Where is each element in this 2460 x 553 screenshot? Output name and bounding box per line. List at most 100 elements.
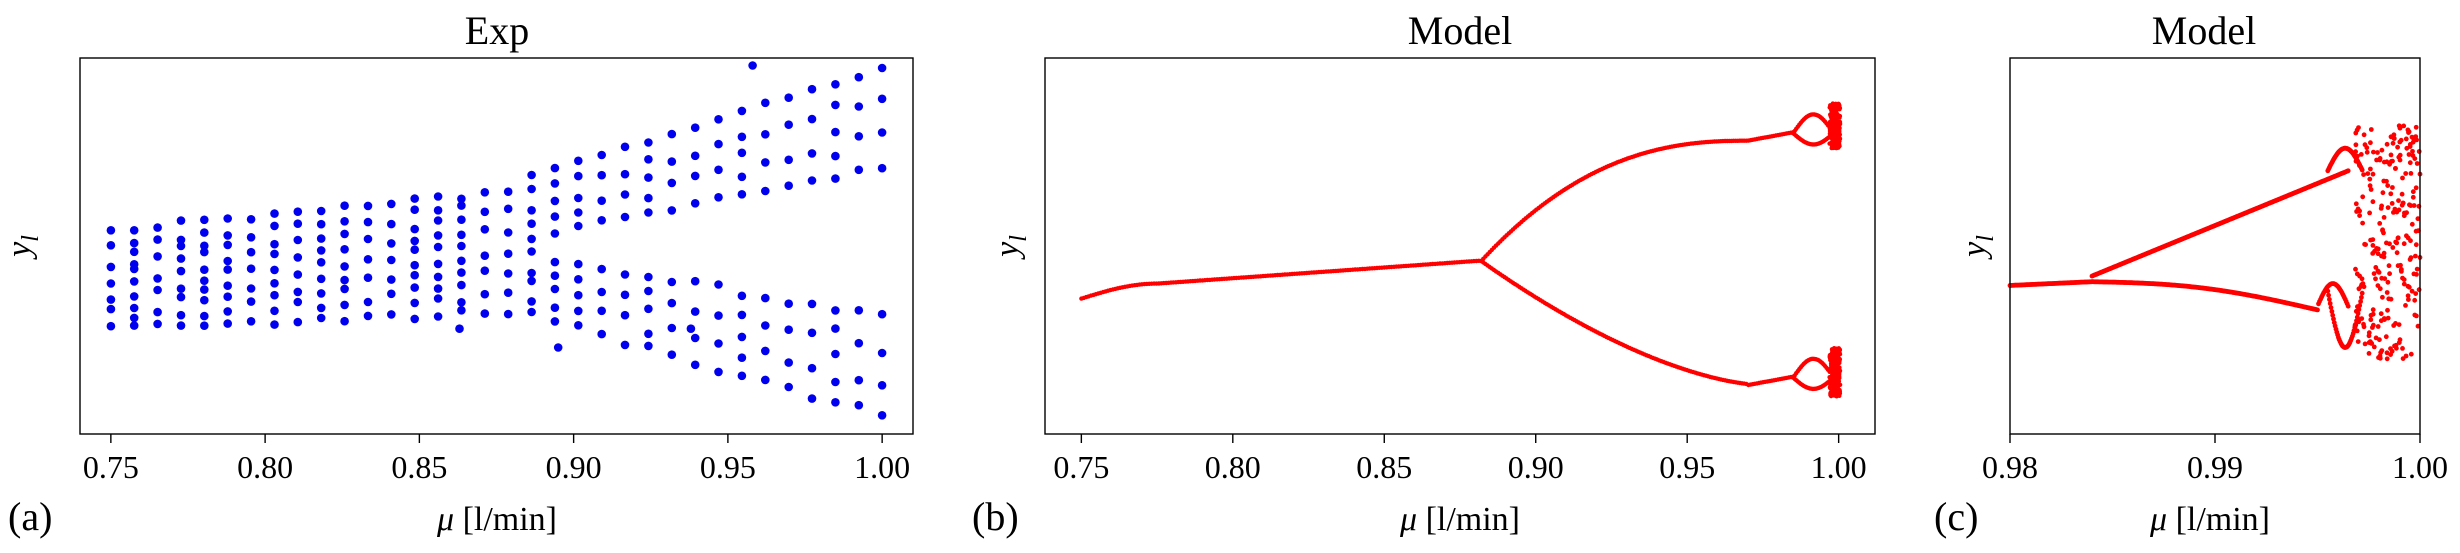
exp-point (200, 276, 209, 286)
model-point (2362, 142, 2368, 148)
exp-point (270, 265, 279, 275)
model-point (2385, 205, 2391, 211)
model-point (2415, 323, 2421, 329)
panel-a-label: (a) (8, 494, 52, 539)
exp-point (176, 266, 186, 276)
exp-point (784, 382, 793, 392)
model-point (2385, 307, 2390, 313)
model-point (2397, 157, 2403, 163)
model-point (2405, 293, 2411, 299)
exp-point (176, 235, 186, 245)
exp-point (503, 309, 513, 319)
model-point (2327, 297, 2332, 302)
exp-point (737, 190, 747, 199)
exp-point (527, 276, 536, 286)
exp-point (807, 394, 817, 403)
model-point (2409, 288, 2415, 294)
exp-point (690, 276, 700, 286)
model-point (2328, 305, 2334, 310)
model-point (2371, 149, 2376, 155)
panel-b-xtick-label: 0.75 (1053, 449, 1109, 485)
exp-point (574, 321, 583, 330)
exp-point (831, 100, 840, 110)
exp-point (410, 260, 420, 270)
exp-point (106, 279, 116, 288)
panel-b-ylabel: yl (989, 235, 1032, 260)
exp-point (433, 216, 443, 225)
model-point (2375, 251, 2381, 257)
exp-point (153, 235, 162, 244)
model-point (2361, 324, 2367, 330)
exp-point (223, 256, 232, 266)
model-point (2384, 356, 2390, 362)
model-point (1829, 143, 1835, 149)
exp-point (200, 241, 209, 251)
exp-point (387, 289, 396, 299)
exp-point (410, 283, 420, 292)
exp-point (550, 229, 560, 238)
exp-point (854, 165, 864, 175)
model-point (2379, 275, 2385, 281)
exp-point (854, 400, 864, 410)
exp-point (714, 165, 723, 175)
model-point (2377, 221, 2383, 226)
exp-point (410, 245, 420, 254)
model-point (1830, 386, 1836, 391)
model-point (2370, 311, 2376, 317)
model-point (2414, 266, 2420, 272)
exp-point (270, 290, 279, 300)
exp-point (644, 155, 653, 164)
model-point (2359, 290, 2365, 296)
exp-point (831, 398, 840, 407)
model-point (1834, 356, 1839, 361)
exp-point (597, 170, 606, 180)
model-point (2345, 168, 2351, 174)
model-point (1829, 118, 1835, 123)
exp-point (620, 270, 630, 279)
panel-b-xtick-label: 0.95 (1659, 449, 1715, 485)
exp-point (433, 242, 443, 252)
model-point (2398, 137, 2404, 143)
model-point (2368, 187, 2374, 192)
model-point (1829, 124, 1834, 129)
model-point (2378, 311, 2384, 317)
exp-point (807, 299, 817, 309)
model-point (2389, 201, 2395, 206)
model-point (2403, 171, 2409, 176)
exp-point (433, 272, 443, 282)
model-point (1829, 381, 1835, 386)
exp-point (153, 274, 162, 283)
exp-point (784, 93, 793, 102)
exp-point (620, 290, 630, 300)
exp-point (340, 300, 349, 310)
exp-point (714, 115, 723, 124)
exp-point (293, 317, 303, 327)
exp-point (784, 299, 793, 309)
exp-point (877, 63, 887, 73)
model-point (2412, 312, 2418, 318)
model-point (1833, 367, 1838, 373)
exp-point (761, 158, 770, 167)
exp-point (831, 377, 840, 387)
model-point (2394, 345, 2399, 351)
exp-point (620, 142, 630, 152)
exp-point (527, 268, 536, 278)
exp-point (737, 353, 747, 363)
model-point (2327, 301, 2333, 306)
exp-point (527, 219, 536, 228)
exp-point (667, 298, 677, 308)
exp-point (387, 255, 396, 265)
exp-point (527, 170, 536, 180)
model-point (2396, 322, 2402, 327)
exp-point (340, 262, 349, 271)
exp-point (690, 151, 700, 161)
exp-point (714, 311, 723, 320)
exp-point (270, 249, 279, 259)
model-point (2410, 189, 2416, 195)
exp-point (340, 217, 349, 226)
exp-point (667, 157, 677, 166)
model-point (1829, 347, 1835, 352)
model-point (2406, 152, 2412, 157)
exp-point (129, 303, 139, 313)
exp-point (574, 208, 583, 217)
